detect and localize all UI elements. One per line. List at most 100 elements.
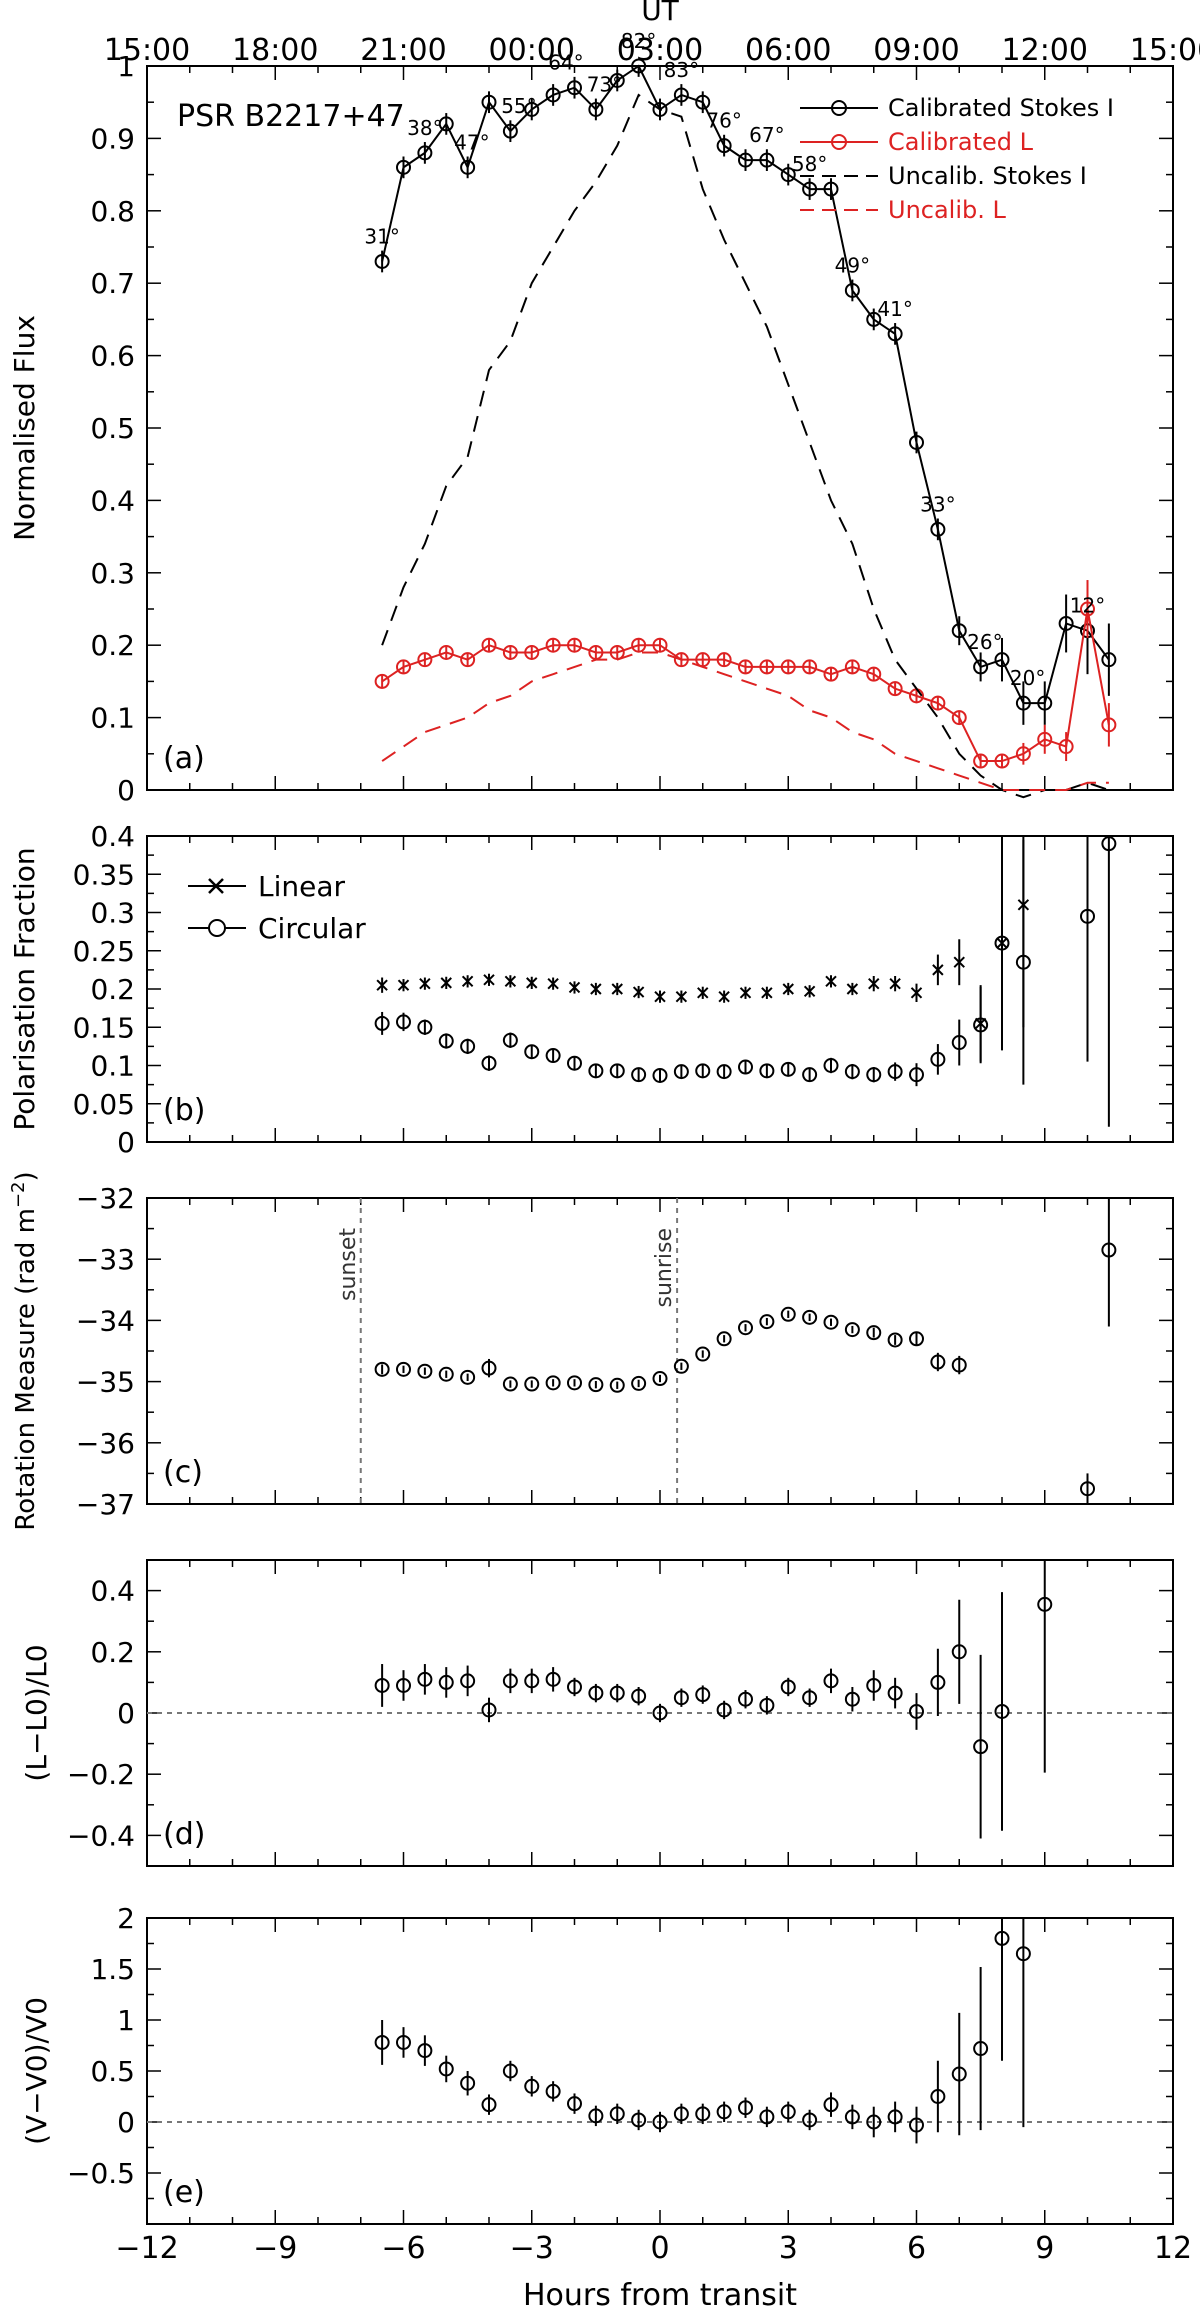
data-point [374,1677,390,1693]
legend-marker [208,878,224,894]
data-point [611,983,623,995]
data-point [887,326,903,342]
data-point [695,2106,711,2122]
y-tick-label: 0 [117,1697,135,1730]
series-linear [376,836,1030,1062]
data-point [417,2043,433,2059]
panel-tag: (a) [163,741,205,776]
data-point [1015,695,1031,711]
data-point [526,977,538,989]
data-point [887,2109,903,2125]
data-point [909,1331,924,1347]
data-point [1037,1596,1053,1612]
data-point [417,1671,433,1687]
data-point [1080,1481,1095,1497]
data-point [844,1064,860,1080]
data-point [909,434,924,450]
data-point [417,652,433,668]
data-point [461,975,474,988]
data-point [887,1685,903,1701]
elevation-label: 76° [706,109,741,133]
pulsar-name: PSR B2217+47 [177,99,405,134]
data-point [930,2089,946,2104]
data-point [673,1064,689,1080]
x-tick-label: −6 [381,2231,425,2266]
data-point [1101,652,1117,668]
data-point [825,975,837,988]
data-point [1015,954,1031,970]
panel-c: −37 −36 −35 −34 −33 −32 Rotation Measure (rad … [8,1171,1174,1531]
legend-label: Calibrated Stokes I [888,94,1114,122]
series-calibrated-stokes-i [374,58,1117,725]
data-point [609,2106,625,2122]
data-point [545,87,561,103]
data-point [631,1375,647,1391]
data-point [1037,731,1053,747]
data-point [887,1064,903,1080]
data-point [502,1032,518,1048]
sunset-label: sunset [336,1228,361,1301]
data-point [994,753,1010,769]
series-v [374,1918,1031,2144]
elevation-label: 31° [364,224,399,248]
x-tick-label: −12 [115,2231,178,2266]
y-tick-label: 1 [117,50,135,83]
y-tick-label: 0.35 [73,858,135,891]
data-point [759,1314,775,1330]
data-point [374,253,390,269]
data-point [545,1375,561,1391]
panel-tag: (d) [163,1817,205,1852]
elevation-label: 49° [835,253,870,277]
data-point [417,1363,433,1379]
data-point [738,152,753,168]
data-point [631,1067,647,1083]
data-point [802,1690,818,1706]
data-point [632,986,645,998]
data-point [440,977,452,989]
data-point [673,1690,689,1706]
data-point [932,964,944,976]
data-point [951,623,967,639]
legend-label: Calibrated L [888,128,1034,156]
data-point [568,981,581,994]
data-point [759,1063,775,1079]
data-point [930,1354,946,1370]
data-point [695,1063,711,1079]
y-tick-label: 1 [117,2004,135,2037]
data-point [502,1673,518,1689]
data-point [1080,908,1095,924]
y-tick-label: 0.25 [73,935,135,968]
elevation-label: 83° [664,58,699,82]
data-point [567,1055,582,1071]
data-point [396,1677,411,1693]
data-point [652,2114,668,2130]
elevation-label: 55° [501,94,536,118]
y-tick-label: 0.2 [90,1636,135,1669]
data-point [524,1044,540,1060]
data-point [951,1644,967,1660]
data-point [631,2112,647,2128]
y-axis-label: (V−V0)/V0 [20,1997,53,2145]
y-tick-label: −37 [76,1488,135,1521]
data-point [953,956,965,968]
data-point [930,1674,946,1690]
data-point [481,94,497,110]
data-point [460,159,476,175]
data-point [417,145,433,161]
data-point [866,1325,882,1341]
data-point [823,2097,839,2113]
data-point [460,2075,476,2091]
y-tick-label: 0 [117,2106,135,2139]
data-point [973,2041,989,2057]
data-point [782,983,794,995]
y-tick-label: 0.5 [90,412,135,445]
data-point [887,1332,903,1348]
data-point [652,101,668,117]
y-tick-label: −0.4 [67,1819,135,1852]
panel-a: 0 0.1 0.2 0.3 0.4 0.5 0.6 0.7 0.8 0.9 1 Normalised … [8,0,1200,807]
data-point [1015,746,1031,762]
data-point [438,1366,454,1382]
series-circular [374,836,1117,1127]
ut-tick-label: 12:00 [1002,33,1088,68]
